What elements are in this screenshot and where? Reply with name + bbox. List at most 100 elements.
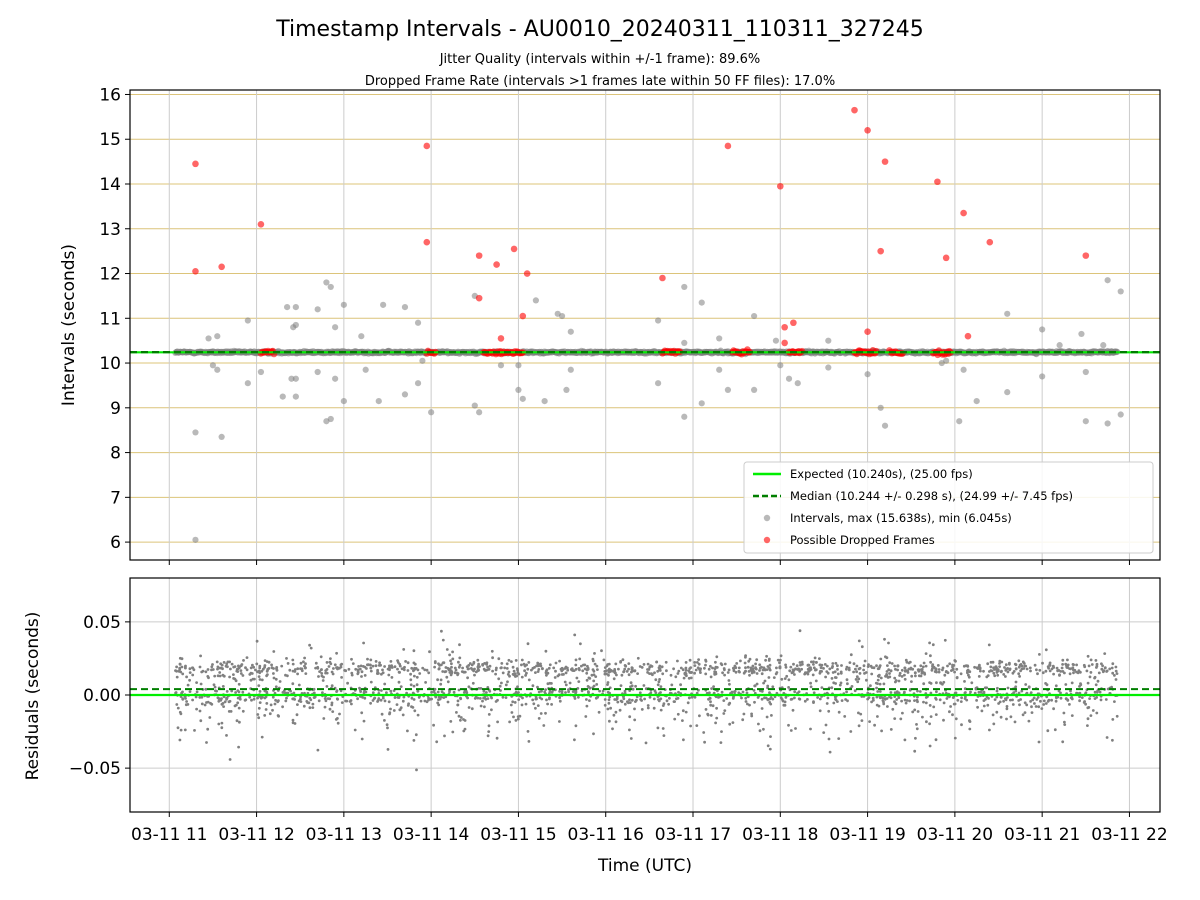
dropped-frame-outlier-point — [475, 252, 483, 259]
residual-point — [614, 720, 618, 724]
residual-point — [812, 663, 815, 666]
residual-point — [1080, 696, 1084, 699]
residual-point — [765, 715, 769, 719]
residual-point — [690, 695, 694, 699]
residual-point — [329, 662, 333, 666]
residual-point — [646, 671, 649, 674]
residual-point — [607, 670, 611, 674]
residual-point — [808, 666, 811, 670]
residual-point — [984, 697, 987, 701]
residual-point — [1064, 683, 1068, 686]
residual-point — [1093, 690, 1097, 694]
residual-point — [181, 697, 185, 701]
residual-point — [945, 697, 949, 700]
residual-point — [399, 706, 403, 710]
residual-point — [822, 731, 826, 734]
residual-point — [1075, 663, 1078, 667]
residual-point — [629, 737, 633, 740]
residual-point — [588, 686, 592, 690]
residual-point — [1037, 705, 1041, 709]
residual-point — [592, 732, 595, 736]
residual-point — [371, 664, 375, 668]
residual-point — [1072, 671, 1075, 675]
residual-point — [176, 706, 180, 710]
residual-point — [903, 666, 907, 670]
residual-point — [463, 670, 467, 674]
residual-point — [516, 685, 519, 689]
residual-point — [539, 662, 542, 666]
residual-point — [818, 663, 822, 667]
residual-point — [241, 674, 245, 677]
residual-point — [853, 689, 857, 693]
residual-point — [511, 665, 515, 669]
residual-point — [1061, 658, 1065, 662]
residual-point — [1053, 728, 1057, 732]
residual-point — [894, 680, 897, 684]
residual-point — [929, 660, 932, 664]
residual-point — [846, 682, 849, 686]
residual-point — [719, 662, 723, 665]
residual-point — [362, 691, 366, 695]
residual-point — [652, 697, 656, 701]
residual-point — [911, 667, 915, 671]
residual-point — [516, 717, 520, 721]
residual-point — [265, 660, 269, 663]
residual-point — [858, 672, 862, 675]
residual-point — [1002, 673, 1006, 676]
residual-point — [330, 701, 334, 705]
residual-point — [1027, 719, 1031, 723]
residual-point — [704, 708, 708, 711]
residual-point — [547, 666, 551, 670]
residual-point — [473, 673, 476, 677]
residual-point — [308, 696, 312, 700]
residual-point — [293, 698, 296, 701]
residual-point — [625, 670, 629, 673]
residual-point — [249, 678, 253, 682]
residual-point — [421, 666, 425, 670]
residuals-reference-lines — [130, 688, 1160, 697]
residual-point — [374, 660, 378, 663]
residual-point — [720, 690, 724, 694]
residual-point — [846, 699, 849, 703]
residual-point — [1115, 672, 1119, 675]
residual-point — [360, 711, 364, 715]
residual-point — [997, 702, 1000, 705]
residual-point — [258, 701, 262, 704]
residual-point — [931, 663, 935, 666]
residual-point — [458, 663, 462, 667]
residual-point — [513, 701, 517, 704]
residual-point — [657, 680, 661, 684]
residual-point — [466, 676, 469, 680]
residual-point — [357, 665, 360, 668]
dropped-frame-outlier-point — [475, 294, 483, 302]
residual-point — [453, 671, 457, 675]
residual-point — [948, 662, 952, 666]
residual-point — [941, 668, 944, 672]
residual-point — [440, 695, 443, 699]
x-tick-label: 03-11 14 — [393, 825, 469, 845]
residual-point — [264, 708, 268, 711]
residual-point — [908, 699, 911, 703]
residual-point — [216, 665, 220, 669]
residual-point — [1020, 664, 1024, 668]
residual-point — [704, 672, 708, 676]
residual-point — [647, 668, 651, 671]
interval-outlier-point — [794, 380, 801, 387]
residual-point — [924, 701, 928, 705]
intervals-y-tick-label: 6 — [110, 533, 121, 553]
residual-point — [897, 691, 901, 695]
residual-point — [366, 657, 369, 661]
residual-point — [689, 666, 693, 669]
residual-point — [269, 703, 273, 707]
residual-point — [745, 691, 749, 695]
residual-point — [897, 696, 901, 700]
residual-point — [960, 723, 963, 727]
residual-point — [450, 662, 453, 666]
residual-point — [765, 668, 769, 671]
residual-point — [1025, 703, 1029, 707]
residual-point — [1005, 705, 1009, 708]
residual-point — [1094, 683, 1098, 687]
residual-point — [638, 691, 642, 695]
interval-outlier-point — [1039, 373, 1046, 380]
residual-point — [1028, 666, 1032, 670]
